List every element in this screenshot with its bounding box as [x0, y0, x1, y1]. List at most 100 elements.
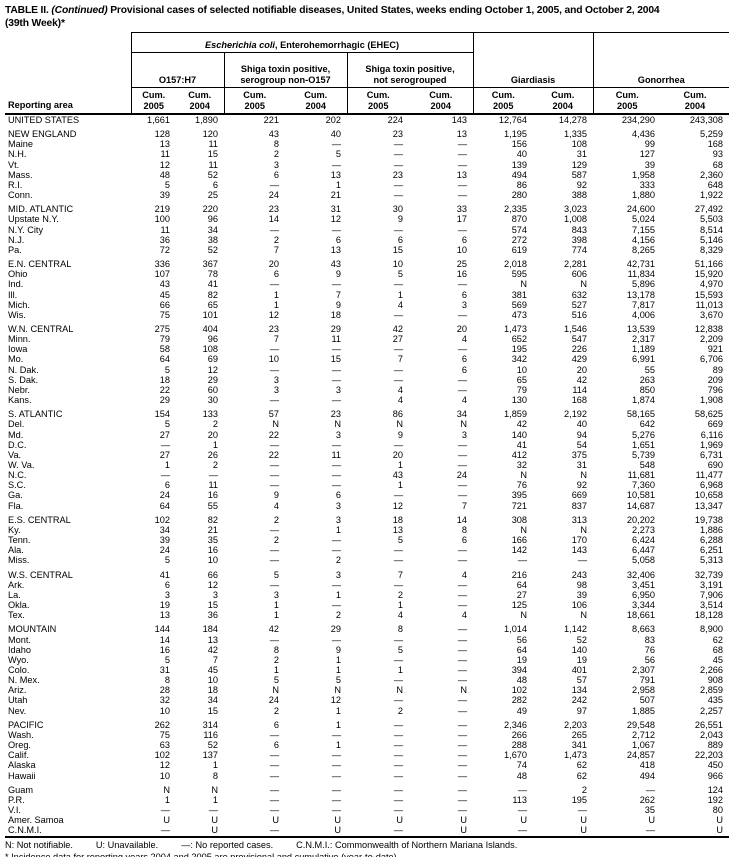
value-cell: —: [457, 384, 468, 395]
value-cell: N: [520, 524, 528, 535]
value-cell: —: [269, 279, 279, 290]
reporting-area-cell: Nebr.: [8, 384, 30, 395]
value-cell: 40: [330, 129, 341, 140]
gonorrhea-group-header: Gonorrhea: [592, 32, 730, 88]
reporting-area-cell: E.S. CENTRAL: [8, 514, 71, 525]
value-cell: 3: [335, 514, 341, 525]
value-cell: 1,189: [632, 344, 656, 355]
value-cell: N: [580, 524, 588, 535]
value-cell: —: [393, 309, 403, 320]
value-cell: —: [457, 159, 468, 170]
subgroup-line2: serogroup non-O157: [240, 74, 331, 85]
value-cell: 690: [707, 460, 724, 470]
value-cell: —: [160, 805, 170, 815]
value-cell: 1: [335, 589, 341, 600]
value-cell: N: [460, 419, 468, 430]
value-cell: 39: [159, 190, 170, 201]
value-cell: —: [393, 729, 403, 740]
value-cell: U: [285, 825, 347, 839]
value-cell: 13: [392, 524, 403, 535]
table-row: Idaho 16 42 8 9 5 — 64 140 76 68: [5, 645, 729, 655]
table-row: S. Dak. 18 29 3 — — — 65 42 263 209: [5, 375, 729, 385]
value-cell: 7,906: [700, 589, 724, 600]
reporting-area-cell: Idaho: [8, 644, 31, 655]
value-cell: 5,146: [700, 234, 724, 245]
value-cell: —: [457, 439, 468, 450]
value-cell: 5: [397, 535, 403, 546]
value-cell: 13: [330, 169, 341, 180]
value-cell: 108: [202, 344, 218, 355]
value-cell: 69: [207, 354, 218, 365]
value-cell: —: [331, 545, 341, 556]
value-cell: 9: [397, 214, 403, 225]
value-cell: U: [716, 815, 724, 826]
value-cell: 43: [392, 470, 403, 481]
value-cell: N: [396, 685, 403, 696]
value-cell: 156: [511, 139, 528, 150]
value-cell: 8,663: [632, 624, 656, 635]
table-row: E.S. CENTRAL 102 82 2 3 18 14 308 313 20,202 19,73…: [5, 511, 729, 525]
value-cell: 4,970: [700, 279, 724, 290]
value-cell: —: [457, 705, 468, 716]
value-cell: U: [272, 815, 279, 826]
value-cell: —: [457, 770, 468, 781]
value-cell: 1,922: [700, 190, 724, 201]
value-cell: —: [457, 279, 468, 290]
value-cell: —: [269, 579, 279, 590]
value-cell: —: [393, 545, 403, 556]
table-row: N.C. — — — — 43 24 N N 11,681 11,477: [5, 470, 729, 480]
value-cell: 3: [335, 569, 341, 580]
reporting-area-cell: Wis.: [8, 309, 26, 320]
table-row: Oreg. 63 52 6 1 — — 288 341 1,067 889: [5, 740, 729, 750]
value-cell: 15: [330, 354, 341, 365]
value-cell: —: [393, 784, 403, 795]
value-cell: 15: [207, 600, 218, 611]
value-cell: —: [269, 344, 279, 355]
value-cell: —: [393, 439, 403, 450]
value-cell: 31: [330, 204, 341, 215]
value-cell: 721: [511, 500, 528, 511]
value-cell: 9: [335, 269, 341, 280]
value-cell: 184: [202, 624, 218, 635]
value-cell: N: [163, 784, 170, 795]
value-cell: 13,178: [626, 289, 656, 300]
value-cell: —: [517, 555, 528, 566]
reporting-area-cell: Amer. Samoa: [8, 815, 64, 826]
value-cell: 14: [268, 214, 279, 225]
value-cell: —: [331, 344, 341, 355]
value-cell: 7: [273, 244, 279, 255]
subgroup-line2: not serogrouped: [373, 74, 447, 85]
value-cell: 23: [268, 204, 279, 215]
value-cell: 280: [511, 190, 528, 201]
value-cell: 850: [639, 384, 656, 395]
value-cell: 272: [511, 234, 528, 245]
table-row: N. Mex. 8 10 5 5 — — 48 57 791 908: [5, 675, 729, 685]
value-cell: 15: [207, 149, 218, 160]
reporting-area-cell: N.C.: [8, 470, 27, 481]
value-cell: —: [269, 770, 279, 781]
value-cell: —: [457, 794, 468, 805]
table-row: Ark. 6 12 — — — — 64 98 3,451 3,191: [5, 580, 729, 590]
value-cell: 107: [154, 269, 170, 280]
value-cell: 82: [207, 514, 218, 525]
reporting-area-cell: W.S. CENTRAL: [8, 569, 73, 580]
value-cell: 2,266: [700, 664, 724, 675]
table-row: Va. 27 26 22 11 20 — 412 375 5,739 6,731: [5, 450, 729, 460]
table-row: Mo. 64 69 10 15 7 6 342 429 6,991 6,706: [5, 354, 729, 364]
value-cell: 10: [207, 555, 218, 566]
value-cell: 89: [712, 364, 724, 375]
value-cell: 116: [203, 729, 218, 740]
subgroup-line2: O157:H7: [158, 74, 197, 85]
cum-year-header: Cum. 2004: [176, 87, 224, 115]
value-cell: 1,908: [700, 395, 724, 406]
value-cell: 8: [273, 139, 279, 150]
reporting-area-cell: UNITED STATES: [8, 115, 80, 125]
value-cell: 435: [707, 695, 724, 706]
value-cell: 18: [159, 374, 170, 385]
value-cell: 42: [207, 644, 218, 655]
value-cell: 11,477: [695, 470, 724, 481]
o157-subgroup-header: O157:H7: [130, 52, 224, 88]
value-cell: 450: [707, 760, 724, 771]
value-cell: 5,313: [700, 555, 724, 566]
value-cell: —: [331, 579, 341, 590]
